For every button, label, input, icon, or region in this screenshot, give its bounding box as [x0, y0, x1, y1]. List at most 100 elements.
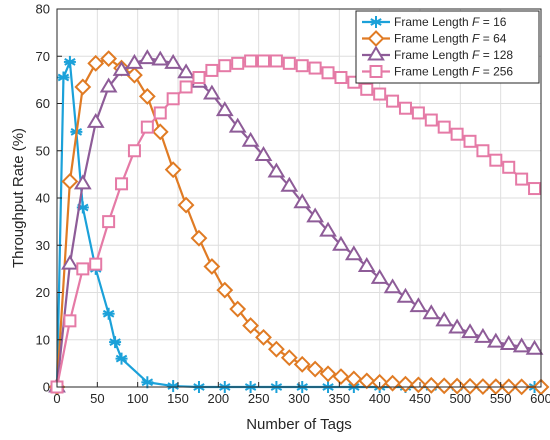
data-point — [141, 376, 154, 389]
y-tick-label: 40 — [36, 191, 50, 206]
data-point — [203, 258, 221, 275]
data-point — [254, 146, 273, 161]
legend-label-var: F — [472, 65, 480, 79]
data-point — [57, 71, 70, 84]
x-tick-label: 100 — [127, 391, 149, 406]
data-point — [293, 355, 311, 373]
data-point — [112, 60, 131, 76]
data-point — [525, 339, 544, 355]
data-point — [167, 380, 180, 393]
x-tick-label: 350 — [328, 391, 350, 406]
data-point — [409, 297, 428, 313]
data-point — [177, 196, 195, 214]
legend-label-value: = 64 — [479, 32, 506, 46]
data-point — [370, 268, 389, 284]
data-point — [489, 153, 503, 167]
data-point — [190, 229, 208, 247]
y-tick-label: 70 — [36, 49, 50, 64]
legend-item: Frame Length F = 256 — [362, 65, 513, 79]
data-point — [205, 63, 219, 77]
data-point — [384, 374, 401, 392]
y-tick-label: 50 — [36, 143, 50, 158]
data-point — [166, 92, 180, 106]
x-tick-label: 400 — [369, 391, 391, 406]
series-line-0 — [55, 60, 535, 389]
data-point — [332, 235, 350, 251]
x-tick-label: 600 — [530, 391, 550, 406]
data-point — [528, 182, 542, 196]
data-point — [437, 120, 451, 134]
legend-label-var: F — [472, 15, 480, 29]
data-point — [422, 304, 441, 320]
data-point — [512, 337, 531, 353]
y-tick-label: 0 — [43, 380, 50, 395]
legend-label: Frame Length F = 64 — [394, 32, 507, 46]
x-tick-label: 550 — [490, 391, 512, 406]
legend-label-prefix: Frame Length — [394, 15, 472, 29]
data-point — [102, 215, 116, 229]
x-tick-labels: 0 50 100 150 200 250 300 350 400 450 500 550 600 — [53, 382, 550, 406]
data-point — [319, 365, 337, 383]
y-tick-label: 80 — [36, 2, 50, 17]
data-point — [424, 113, 438, 127]
data-point — [397, 375, 414, 393]
data-point — [151, 123, 169, 141]
data-point — [244, 54, 258, 68]
y-axis-label: Throughput Rate (%) — [10, 128, 27, 268]
data-point — [73, 174, 92, 190]
data-point — [177, 63, 195, 79]
data-point — [295, 59, 309, 73]
data-point — [344, 245, 363, 261]
data-point — [63, 55, 76, 68]
data-point — [269, 54, 283, 68]
series-1 — [48, 50, 550, 396]
series-0 — [51, 55, 541, 393]
data-point — [99, 77, 118, 93]
data-point — [461, 323, 479, 339]
data-point — [115, 352, 128, 365]
x-tick-label: 300 — [288, 391, 310, 406]
y-tick-labels: 0 10 20 30 40 50 60 70 80 — [36, 2, 62, 395]
data-point — [450, 127, 464, 141]
data-point — [242, 317, 260, 334]
data-point — [127, 144, 141, 158]
data-point — [306, 207, 325, 223]
data-point — [202, 84, 221, 100]
data-point — [153, 106, 167, 120]
legend-item: Frame Length F = 64 — [362, 30, 507, 47]
data-point — [140, 120, 154, 134]
data-point — [409, 376, 427, 394]
legend-label-value: = 16 — [479, 15, 506, 29]
data-point — [319, 221, 337, 237]
x-tick-label: 500 — [449, 391, 471, 406]
legend-item: Frame Length F = 16 — [362, 15, 507, 29]
data-point — [109, 336, 122, 349]
data-point — [86, 112, 105, 128]
data-point — [179, 80, 193, 94]
data-point — [151, 50, 170, 66]
data-point — [373, 87, 387, 101]
x-tick-label: 0 — [53, 391, 60, 406]
legend-label: Frame Length F = 256 — [394, 65, 513, 79]
data-point — [422, 376, 440, 394]
data-point — [386, 94, 400, 108]
legend-label-prefix: Frame Length — [394, 48, 472, 62]
data-point — [461, 377, 479, 395]
data-point — [411, 106, 425, 120]
data-point — [192, 71, 206, 85]
data-point — [435, 311, 454, 327]
legend-label-prefix: Frame Length — [394, 65, 472, 79]
data-point — [228, 117, 247, 133]
legend-marker — [370, 16, 382, 28]
data-point — [448, 318, 466, 334]
data-point — [321, 66, 335, 80]
legend-label-prefix: Frame Length — [394, 32, 472, 46]
data-point — [358, 372, 376, 390]
data-point — [231, 56, 245, 70]
data-point — [100, 50, 118, 68]
data-point — [332, 368, 350, 386]
data-point — [164, 161, 182, 179]
data-point — [267, 340, 285, 358]
legend-label: Frame Length F = 128 — [394, 48, 513, 62]
